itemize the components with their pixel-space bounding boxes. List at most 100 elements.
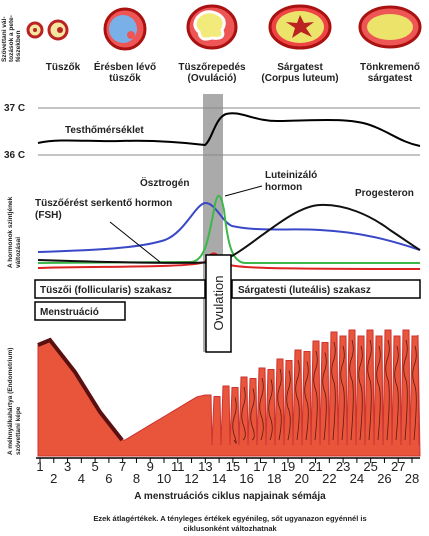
gland bbox=[385, 339, 390, 441]
gland bbox=[304, 361, 309, 441]
day-label: 15 bbox=[226, 459, 240, 474]
stage-label: Sárgatest bbox=[277, 62, 323, 73]
day-label: 28 bbox=[405, 471, 419, 486]
gland bbox=[277, 368, 282, 441]
gland bbox=[376, 345, 381, 441]
lh-curve bbox=[37, 194, 420, 264]
day-label: 9 bbox=[147, 459, 154, 474]
day-label: 14 bbox=[212, 471, 226, 486]
endometrium bbox=[37, 329, 421, 457]
phase-box bbox=[231, 279, 421, 299]
ovulation-label: Ovulation bbox=[211, 276, 226, 331]
fsh-curve bbox=[37, 252, 421, 270]
gland bbox=[394, 345, 399, 441]
day-label: 19 bbox=[281, 459, 295, 474]
day-label: 26 bbox=[377, 471, 391, 486]
day-label: 23 bbox=[336, 459, 350, 474]
day-label: 27 bbox=[391, 459, 405, 474]
side-label-line: tozások a pete- bbox=[8, 15, 15, 62]
stage-label: (Corpus luteum) bbox=[261, 73, 338, 84]
stage-label: sárgatest bbox=[368, 73, 413, 84]
day-label: 16 bbox=[239, 471, 253, 486]
stage-label: tüszők bbox=[109, 73, 141, 84]
glands bbox=[232, 339, 417, 444]
day-label: 20 bbox=[295, 471, 309, 486]
stage-label: (Ovuláció) bbox=[188, 73, 237, 84]
gland bbox=[295, 359, 300, 441]
day-labels: 1234567891011121314151617181920212223242… bbox=[36, 458, 419, 486]
day-label: 6 bbox=[105, 471, 112, 486]
hormone-label: Luteinizáló bbox=[265, 170, 317, 181]
side-label-line: A méhnyálkahártya (Endometrium) bbox=[7, 348, 14, 455]
side-label-line: szövettani képe bbox=[15, 406, 22, 455]
stage-label: Tüszők bbox=[46, 62, 81, 73]
gland bbox=[367, 339, 372, 441]
phase-label: Tüszői (follicularis) szakasz bbox=[40, 285, 172, 296]
shedding-edge bbox=[37, 337, 124, 442]
pointer bbox=[109, 221, 161, 263]
gland bbox=[358, 345, 363, 441]
phase-label: Menstruáció bbox=[40, 307, 99, 318]
phase-label: Sárgatesti (luteális) szakasz bbox=[238, 285, 371, 296]
gland bbox=[331, 341, 336, 441]
hormone-label: Progesteron bbox=[355, 188, 414, 199]
hormone-label: (FSH) bbox=[35, 210, 62, 221]
side-label-line: A hormonok szintjének bbox=[7, 196, 14, 268]
phase-box bbox=[34, 301, 126, 321]
gland bbox=[286, 370, 291, 441]
footnote: Ezek átlagértékek. A tényleges értékek e… bbox=[93, 514, 366, 523]
phase-box bbox=[34, 279, 206, 299]
day-label: 11 bbox=[171, 459, 185, 474]
day-label: 8 bbox=[133, 471, 140, 486]
temp-label: Testhőmérséklet bbox=[65, 125, 144, 136]
day-label: 24 bbox=[350, 471, 364, 486]
day-label: 10 bbox=[157, 471, 171, 486]
stage-label: Tönkremenő bbox=[360, 62, 420, 73]
gland bbox=[250, 388, 255, 441]
gland bbox=[340, 345, 345, 441]
hormone-label: hormon bbox=[265, 182, 302, 193]
day-label: 2 bbox=[50, 471, 57, 486]
endometrium-side-label: A méhnyálkahártya (Endometrium) szövetta… bbox=[7, 348, 22, 455]
gland bbox=[322, 352, 327, 441]
progesterone-curve bbox=[37, 203, 421, 264]
gland bbox=[232, 397, 237, 444]
gland bbox=[403, 339, 408, 441]
footnote: ciklusonként változhatnak bbox=[183, 524, 277, 533]
temp-tick: 37 C bbox=[4, 103, 25, 114]
day-label: 25 bbox=[363, 459, 377, 474]
side-label-line: fészekben bbox=[15, 31, 22, 62]
day-label: 4 bbox=[78, 471, 85, 486]
day-label: 5 bbox=[91, 459, 98, 474]
day-label: 7 bbox=[119, 459, 126, 474]
temp-tick: 36 C bbox=[4, 150, 25, 161]
day-label: 21 bbox=[308, 459, 322, 474]
gland bbox=[241, 386, 246, 441]
estrogen-curve bbox=[37, 202, 421, 253]
day-label: 17 bbox=[253, 459, 267, 474]
day-label: 3 bbox=[64, 459, 71, 474]
ovary-side-label: Szövettani vál- tozások a pete- fészekbe… bbox=[1, 15, 22, 62]
pointer bbox=[224, 185, 263, 197]
hormone-label: Tüszőérést serkentő hormon bbox=[35, 198, 172, 209]
stage-label: Érésben lévő bbox=[94, 60, 156, 73]
ovulation-box bbox=[205, 254, 232, 353]
gland bbox=[268, 379, 273, 441]
stage-label: Tüszőrepedés bbox=[178, 62, 246, 73]
axis-title: A menstruációs ciklus napjainak sémája bbox=[134, 491, 326, 502]
hormone-label: Ösztrogén bbox=[140, 176, 189, 189]
day-label: 12 bbox=[184, 471, 198, 486]
day-label: 13 bbox=[198, 459, 212, 474]
hormone-side-label: A hormonok szintjének változásai bbox=[7, 196, 22, 268]
ovary-icons bbox=[26, 4, 422, 51]
day-label: 18 bbox=[267, 471, 281, 486]
gland bbox=[259, 377, 264, 441]
gland bbox=[313, 350, 318, 441]
gland bbox=[412, 345, 417, 441]
day-label: 1 bbox=[36, 459, 43, 474]
gland bbox=[349, 339, 354, 441]
side-label-line: változásai bbox=[15, 237, 22, 268]
side-label-line: Szövettani vál- bbox=[1, 16, 8, 62]
day-label: 22 bbox=[322, 471, 336, 486]
